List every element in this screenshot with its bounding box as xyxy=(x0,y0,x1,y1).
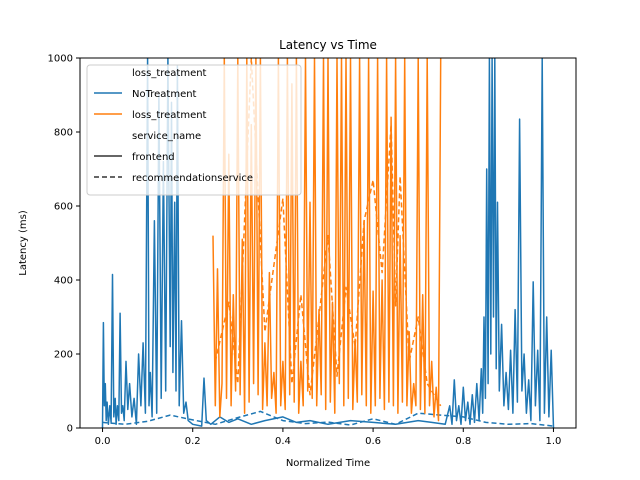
y-tick-label: 400 xyxy=(54,276,73,287)
y-axis-title: Latency (ms) xyxy=(18,210,29,276)
plot-area xyxy=(79,57,577,429)
x-axis-title: Normalized Time xyxy=(286,458,370,469)
x-tick-label: 1.0 xyxy=(546,436,562,447)
series-line-3 xyxy=(214,58,442,407)
legend-label: NoTreatment xyxy=(132,89,197,100)
x-tick-label: 0.0 xyxy=(95,436,111,447)
series-layer xyxy=(101,58,555,428)
y-tick-label: 1000 xyxy=(48,54,73,65)
y-tick-label: 800 xyxy=(54,128,73,139)
x-axis: 0.0 0.2 0.4 0.6 0.8 1.0 xyxy=(95,428,562,447)
y-tick-label: 0 xyxy=(67,424,73,435)
series-line-0 xyxy=(101,58,555,428)
series-line-1 xyxy=(102,410,554,427)
x-tick-label: 0.2 xyxy=(185,436,201,447)
legend: loss_treatment NoTreatment loss_treatments… xyxy=(86,64,302,196)
legend-box xyxy=(86,64,302,196)
y-tick-label: 600 xyxy=(54,202,73,213)
legend-label: recommendationservice xyxy=(132,173,253,184)
x-tick-label: 0.4 xyxy=(275,436,291,447)
y-tick-label: 200 xyxy=(54,350,73,361)
x-tick-label: 0.6 xyxy=(365,436,381,447)
legend-entries: loss_treatment NoTreatment loss_treatments… xyxy=(94,68,253,184)
x-tick-label: 0.8 xyxy=(455,436,471,447)
legend-title: service_name xyxy=(132,131,201,142)
legend-title: loss_treatment xyxy=(132,68,207,79)
plot-frame xyxy=(79,57,577,429)
chart-title: Latency vs Time xyxy=(279,38,377,52)
legend-label: frontend xyxy=(132,152,175,163)
legend-label: loss_treatment xyxy=(132,110,207,121)
y-axis: 0 200 400 600 800 1000 xyxy=(48,54,80,435)
